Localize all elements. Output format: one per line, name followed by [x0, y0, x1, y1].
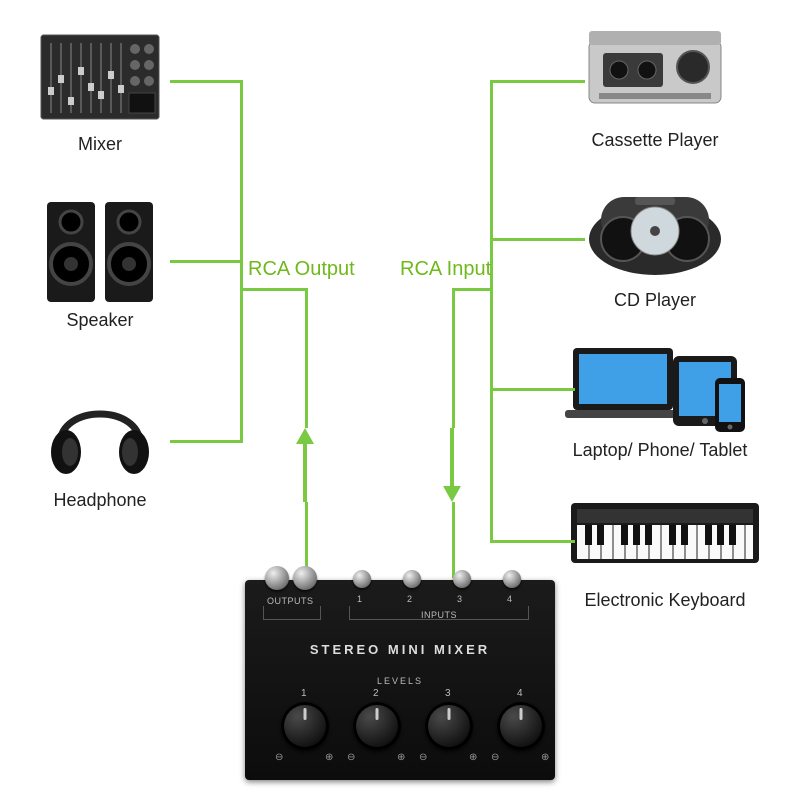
- cassette-icon: [575, 18, 735, 128]
- jack-input-4: [503, 570, 521, 588]
- mixer-ch4: 4: [507, 594, 513, 604]
- knob2-minus: ⊖: [347, 752, 355, 763]
- knob1-minus: ⊖: [275, 752, 283, 763]
- mixer-jack-row: [245, 566, 555, 596]
- device-mixer: Mixer: [35, 22, 165, 155]
- arrow-output-stem: [303, 444, 307, 502]
- mixer-inputs-outline: [349, 606, 529, 620]
- knob4-minus: ⊖: [491, 752, 499, 763]
- line-input-to-drop-h: [452, 288, 493, 291]
- knob-1: [281, 702, 329, 750]
- arrow-input-down: [443, 486, 461, 502]
- mixer-ch2: 2: [407, 594, 413, 604]
- device-mixer-label: Mixer: [78, 134, 122, 155]
- jack-input-3: [453, 570, 471, 588]
- line-output-to-drop-h: [240, 288, 308, 291]
- mixer-ch1: 1: [357, 594, 363, 604]
- line-output-branch-2: [170, 260, 243, 263]
- heading-rca-input: RCA Input: [400, 258, 491, 281]
- device-keyboard-label: Electronic Keyboard: [584, 590, 745, 611]
- knob1-plus: ⊕: [325, 752, 333, 763]
- arrow-input-stem: [450, 428, 454, 486]
- device-cd: CD Player: [575, 178, 735, 311]
- device-speaker: Speaker: [35, 198, 165, 331]
- knob-4: [497, 702, 545, 750]
- line-input-branch-4: [490, 540, 575, 543]
- line-input-trunk: [490, 80, 493, 540]
- device-headphone: Headphone: [35, 378, 165, 511]
- line-output-branch-1: [170, 80, 243, 83]
- jack-output-r: [293, 566, 317, 590]
- jack-output-l: [265, 566, 289, 590]
- stereo-mini-mixer: OUTPUTS 1 2 3 4 INPUTS STEREO MINI MIXER…: [245, 580, 555, 780]
- cd-icon: [575, 178, 735, 288]
- line-output-to-drop-v1: [305, 288, 308, 428]
- mixer-outputs-label: OUTPUTS: [267, 596, 314, 606]
- knob-2: [353, 702, 401, 750]
- knob3-minus: ⊖: [419, 752, 427, 763]
- device-laptop: Laptop/ Phone/ Tablet: [565, 328, 755, 461]
- line-input-branch-3: [490, 388, 575, 391]
- mixer-levels-label: LEVELS: [245, 676, 555, 686]
- knob4-plus: ⊕: [541, 752, 549, 763]
- device-keyboard: Electronic Keyboard: [565, 478, 765, 611]
- jack-input-2: [403, 570, 421, 588]
- mixer-title: STEREO MINI MIXER: [245, 642, 555, 657]
- mixer-ch3: 3: [457, 594, 463, 604]
- laptop-icon: [565, 328, 755, 438]
- device-laptop-label: Laptop/ Phone/ Tablet: [573, 440, 748, 461]
- knob-num-4: 4: [517, 688, 523, 699]
- line-output-branch-3: [170, 440, 243, 443]
- heading-rca-output: RCA Output: [248, 258, 355, 281]
- knob2-plus: ⊕: [397, 752, 405, 763]
- line-input-to-drop-v1: [452, 288, 455, 428]
- speaker-icon: [35, 198, 165, 308]
- knob-num-3: 3: [445, 688, 451, 699]
- device-cassette-label: Cassette Player: [591, 130, 718, 151]
- knob-3: [425, 702, 473, 750]
- knob-num-2: 2: [373, 688, 379, 699]
- mixer-outputs-outline: [263, 606, 321, 620]
- jack-input-1: [353, 570, 371, 588]
- device-headphone-label: Headphone: [53, 490, 146, 511]
- mixer-icon: [35, 22, 165, 132]
- device-cd-label: CD Player: [614, 290, 696, 311]
- keyboard-icon: [565, 478, 765, 588]
- line-input-branch-2: [490, 238, 585, 241]
- diagram-canvas: { "colors": { "line": "#7ac943", "headin…: [0, 0, 800, 800]
- device-cassette: Cassette Player: [575, 18, 735, 151]
- arrow-output-up: [296, 428, 314, 444]
- knob3-plus: ⊕: [469, 752, 477, 763]
- device-speaker-label: Speaker: [66, 310, 133, 331]
- line-input-branch-1: [490, 80, 585, 83]
- headphone-icon: [35, 378, 165, 488]
- knob-num-1: 1: [301, 688, 307, 699]
